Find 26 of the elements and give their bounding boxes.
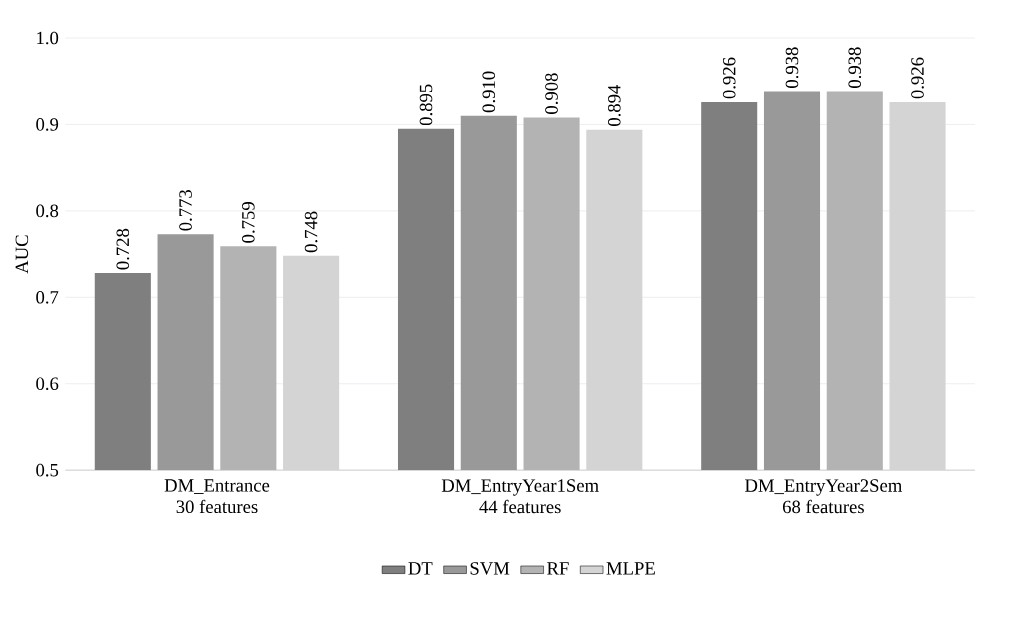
- data-label: 0.759: [242, 202, 255, 243]
- x-tick-label: DM_Entrance 30 features: [164, 479, 270, 513]
- y-tick-label: 0.5: [36, 463, 59, 477]
- x-tick-label: DM_EntryYear1Sem 44 features: [441, 479, 599, 514]
- data-label: 0.894: [607, 84, 621, 126]
- data-label: 0.728: [116, 228, 130, 270]
- data-label: 0.773: [179, 189, 192, 231]
- legend-label: DT: [408, 562, 433, 575]
- y-tick-label: 0.8: [36, 204, 59, 218]
- data-label: 0.748: [304, 211, 318, 253]
- data-label: 0.908: [545, 73, 558, 114]
- x-tick-label: DM_EntryYear2Sem 68 features: [745, 479, 903, 514]
- data-label: 0.895: [419, 84, 433, 126]
- data-label: 0.926: [911, 57, 924, 99]
- legend-label: SVM: [470, 562, 510, 575]
- y-tick-label: 0.6: [36, 377, 59, 390]
- data-label: 0.938: [848, 47, 862, 88]
- y-tick-label: 1.0: [37, 31, 59, 45]
- y-axis-title: AUC: [15, 235, 29, 274]
- legend-label: RF: [547, 562, 569, 575]
- data-label: 0.926: [722, 57, 736, 99]
- legend-label: MLPE: [606, 562, 655, 575]
- data-label: 0.938: [785, 47, 799, 88]
- y-tick-label: 0.9: [36, 118, 59, 131]
- data-label: 0.910: [482, 71, 496, 113]
- y-tick-label: 0.7: [36, 290, 59, 304]
